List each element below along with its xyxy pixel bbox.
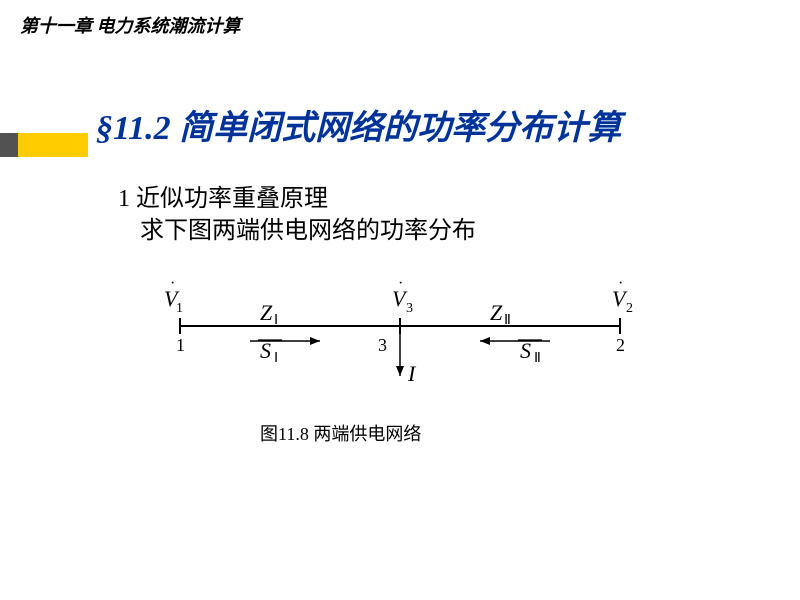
label-s1: S [260,338,271,363]
node-1: 1 [176,335,185,355]
label-s2-sub: Ⅱ [534,351,541,366]
body-text-line1: 1 近似功率重叠原理 [118,178,328,213]
label-I: I [407,361,417,386]
label-v1-sub: 1 [176,301,183,316]
section-title: §11.2 简单闭式网络的功率分布计算 [96,100,621,149]
label-s2: S [520,338,531,363]
circuit-diagram: · V 1 · V 3 · V 2 Z Ⅰ Z Ⅱ S Ⅰ S Ⅱ I 1 3 … [150,276,650,406]
accent-bar [0,133,88,157]
node-2: 2 [616,335,625,355]
accent-dark [0,133,18,157]
node-3: 3 [378,335,387,355]
accent-yellow [18,133,88,157]
label-v3-sub: 3 [406,301,413,316]
label-z1: Z [260,300,273,325]
chapter-header: 第十一章 电力系统潮流计算 [20,12,241,38]
figure-caption: 图11.8 两端供电网络 [260,420,421,446]
label-s1-sub: Ⅰ [274,351,278,366]
label-z2: Z [490,300,503,325]
label-z1-sub: Ⅰ [274,313,278,328]
label-z2-sub: Ⅱ [504,313,511,328]
body-text-line2: 求下图两端供电网络的功率分布 [140,210,476,245]
label-v2-sub: 2 [626,301,633,316]
